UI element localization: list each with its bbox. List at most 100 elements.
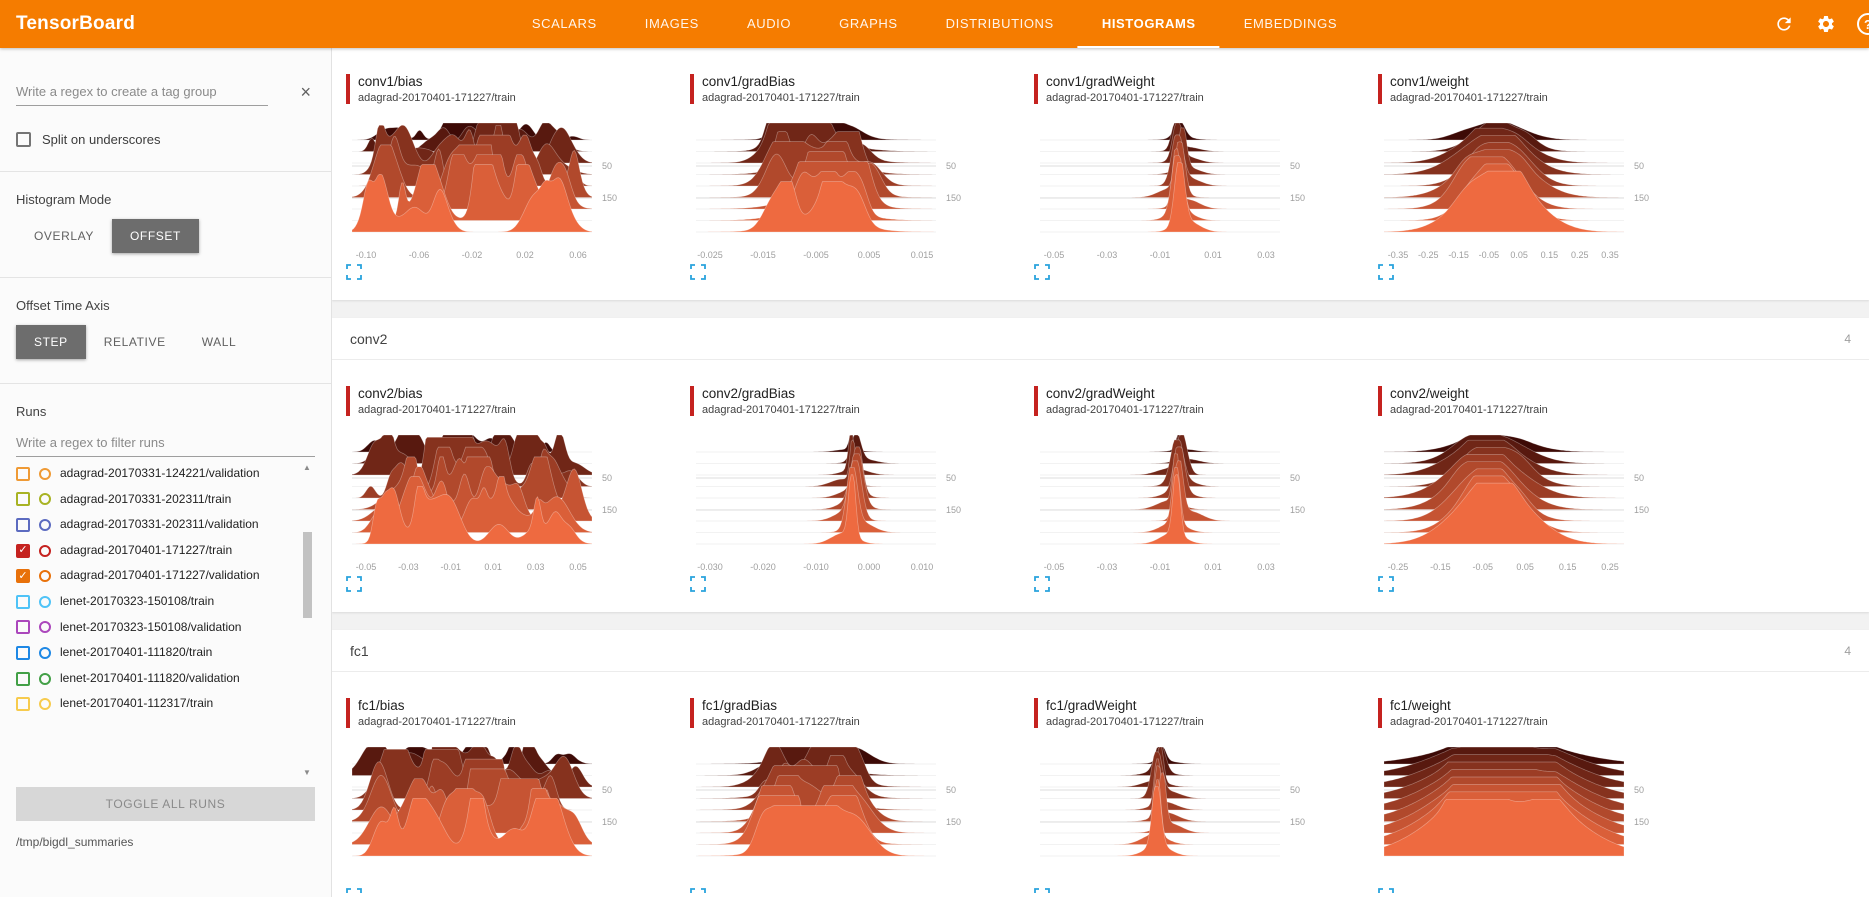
- run-visibility-toggle[interactable]: [39, 493, 51, 506]
- split-underscores-checkbox[interactable]: Split on underscores: [16, 132, 315, 147]
- expand-icon[interactable]: [1034, 264, 1052, 282]
- run-checkbox[interactable]: ✓: [16, 543, 30, 558]
- run-item[interactable]: lenet-20170401-111820/train: [16, 640, 299, 666]
- histogram-mode-group: OVERLAY OFFSET: [16, 219, 315, 253]
- card-title: conv1/gradWeight: [1046, 74, 1155, 89]
- settings-icon[interactable]: [1815, 13, 1837, 35]
- run-item[interactable]: lenet-20170323-150108/validation: [16, 615, 299, 641]
- expand-icon[interactable]: [690, 576, 708, 594]
- run-item[interactable]: lenet-20170401-111820/validation: [16, 666, 299, 692]
- histogram-chart[interactable]: 50 150: [690, 734, 990, 886]
- scroll-down-icon[interactable]: ▼: [303, 768, 311, 777]
- divider: [0, 277, 331, 278]
- histogram-chart[interactable]: 50 150 -0.05 -0.03 -0.01 0.01 0.03 0.05: [346, 422, 646, 574]
- histogram-chart[interactable]: 50 150 -0.025 -0.015 -0.005 0.005 0.015: [690, 110, 990, 262]
- overlay-button[interactable]: OVERLAY: [16, 219, 112, 253]
- histogram-card: fc1/gradWeight adagrad-20170401-171227/t…: [1034, 698, 1378, 897]
- histogram-chart[interactable]: 50 150 -0.35 -0.25 -0.15 -0.05 0.05 0.15 0.25 0.3…: [1378, 110, 1678, 262]
- svg-text:-0.15: -0.15: [1448, 250, 1469, 260]
- run-item[interactable]: lenet-20170323-150108/train: [16, 589, 299, 615]
- histogram-chart[interactable]: 50 150: [1034, 734, 1334, 886]
- run-visibility-toggle[interactable]: [39, 595, 51, 608]
- run-checkbox[interactable]: [16, 671, 30, 686]
- histogram-chart[interactable]: 50 150: [346, 734, 646, 886]
- step-button[interactable]: STEP: [16, 325, 86, 359]
- run-visibility-toggle[interactable]: [39, 518, 51, 531]
- tab-distributions[interactable]: DISTRIBUTIONS: [945, 15, 1054, 31]
- checkbox-icon: [16, 132, 31, 147]
- section-count: 4: [1844, 643, 1851, 658]
- tab-histograms[interactable]: HISTOGRAMS: [1077, 0, 1220, 48]
- scroll-up-icon[interactable]: ▲: [303, 463, 311, 472]
- histogram-card: conv2/gradWeight adagrad-20170401-171227…: [1034, 386, 1378, 600]
- run-checkbox[interactable]: [16, 466, 30, 481]
- tag-regex-input[interactable]: [16, 78, 268, 106]
- run-item[interactable]: ✓ adagrad-20170401-171227/validation: [16, 563, 299, 589]
- section-header[interactable]: fc1 4: [332, 630, 1869, 672]
- expand-icon[interactable]: [1034, 576, 1052, 594]
- histogram-chart[interactable]: 50 150: [1378, 734, 1678, 886]
- svg-text:50: 50: [602, 785, 612, 795]
- run-checkbox[interactable]: [16, 620, 30, 635]
- runs-scrollbar[interactable]: ▲ ▼: [299, 461, 315, 779]
- card-header: conv1/weight adagrad-20170401-171227/tra…: [1378, 74, 1722, 104]
- run-item[interactable]: adagrad-20170331-202311/validation: [16, 512, 299, 538]
- run-checkbox[interactable]: [16, 594, 30, 609]
- run-visibility-toggle[interactable]: [39, 544, 51, 557]
- run-item[interactable]: adagrad-20170331-124221/validation: [16, 461, 299, 487]
- expand-icon[interactable]: [690, 264, 708, 282]
- run-checkbox[interactable]: [16, 645, 30, 660]
- run-visibility-toggle[interactable]: [39, 698, 51, 711]
- expand-icon[interactable]: [1378, 264, 1396, 282]
- toggle-all-runs-button[interactable]: TOGGLE ALL RUNS: [16, 787, 315, 821]
- expand-icon[interactable]: [1378, 576, 1396, 594]
- card-run-name: adagrad-20170401-171227/train: [358, 404, 516, 416]
- close-icon[interactable]: ×: [300, 81, 311, 102]
- svg-text:150: 150: [602, 817, 617, 827]
- run-visibility-toggle[interactable]: [39, 672, 51, 685]
- expand-icon[interactable]: [1034, 888, 1052, 897]
- tab-scalars[interactable]: SCALARS: [531, 15, 597, 31]
- run-visibility-toggle[interactable]: [39, 646, 51, 659]
- svg-text:-0.10: -0.10: [356, 250, 377, 260]
- expand-icon[interactable]: [346, 576, 364, 594]
- runs-filter-input[interactable]: [16, 429, 315, 457]
- run-visibility-toggle[interactable]: [39, 570, 51, 583]
- expand-icon[interactable]: [346, 888, 364, 897]
- run-checkbox[interactable]: [16, 517, 30, 532]
- wall-button[interactable]: WALL: [184, 325, 255, 359]
- relative-button[interactable]: RELATIVE: [86, 325, 184, 359]
- help-icon[interactable]: ?: [1857, 13, 1869, 35]
- tab-embeddings[interactable]: EMBEDDINGS: [1243, 15, 1338, 31]
- tab-images[interactable]: IMAGES: [644, 15, 699, 31]
- divider: [0, 383, 331, 384]
- run-checkbox[interactable]: ✓: [16, 569, 30, 584]
- expand-icon[interactable]: [346, 264, 364, 282]
- run-item[interactable]: lenet-20170401-112317/train: [16, 691, 299, 717]
- run-checkbox[interactable]: [16, 492, 30, 507]
- run-visibility-toggle[interactable]: [39, 467, 51, 480]
- svg-text:50: 50: [1634, 785, 1644, 795]
- histogram-chart[interactable]: 50 150 -0.030 -0.020 -0.010 0.000 0.010: [690, 422, 990, 574]
- histogram-chart[interactable]: 50 150 -0.05 -0.03 -0.01 0.01 0.03: [1034, 110, 1334, 262]
- run-item[interactable]: adagrad-20170331-202311/train: [16, 487, 299, 513]
- expand-icon[interactable]: [1378, 888, 1396, 897]
- card-header: fc1/bias adagrad-20170401-171227/train: [346, 698, 690, 728]
- tab-audio[interactable]: AUDIO: [746, 15, 792, 31]
- card-run-name: adagrad-20170401-171227/train: [358, 92, 516, 104]
- histogram-chart[interactable]: 50 150 -0.10 -0.06 -0.02 0.02 0.06: [346, 110, 646, 262]
- run-visibility-toggle[interactable]: [39, 621, 51, 634]
- histogram-card: conv2/bias adagrad-20170401-171227/train…: [346, 386, 690, 600]
- run-item[interactable]: ✓ adagrad-20170401-171227/train: [16, 538, 299, 564]
- histogram-chart[interactable]: 50 150 -0.25 -0.15 -0.05 0.05 0.15 0.25: [1378, 422, 1678, 574]
- refresh-icon[interactable]: [1773, 13, 1795, 35]
- expand-icon[interactable]: [690, 888, 708, 897]
- section-header[interactable]: conv2 4: [332, 318, 1869, 360]
- svg-text:150: 150: [1290, 817, 1305, 827]
- svg-text:-0.05: -0.05: [1479, 250, 1500, 260]
- scrollbar-thumb[interactable]: [302, 532, 312, 618]
- histogram-chart[interactable]: 50 150 -0.05 -0.03 -0.01 0.01 0.03: [1034, 422, 1334, 574]
- offset-button[interactable]: OFFSET: [112, 219, 199, 253]
- run-checkbox[interactable]: [16, 697, 30, 712]
- tab-graphs[interactable]: GRAPHS: [839, 15, 898, 31]
